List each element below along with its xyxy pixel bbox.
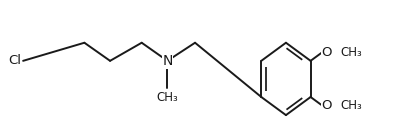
Text: CH₃: CH₃ [156,91,178,103]
Text: O: O [321,99,332,112]
Text: N: N [162,54,173,68]
Text: Cl: Cl [8,54,21,67]
Text: O: O [321,46,332,59]
Text: CH₃: CH₃ [341,99,362,112]
Text: CH₃: CH₃ [341,46,362,59]
